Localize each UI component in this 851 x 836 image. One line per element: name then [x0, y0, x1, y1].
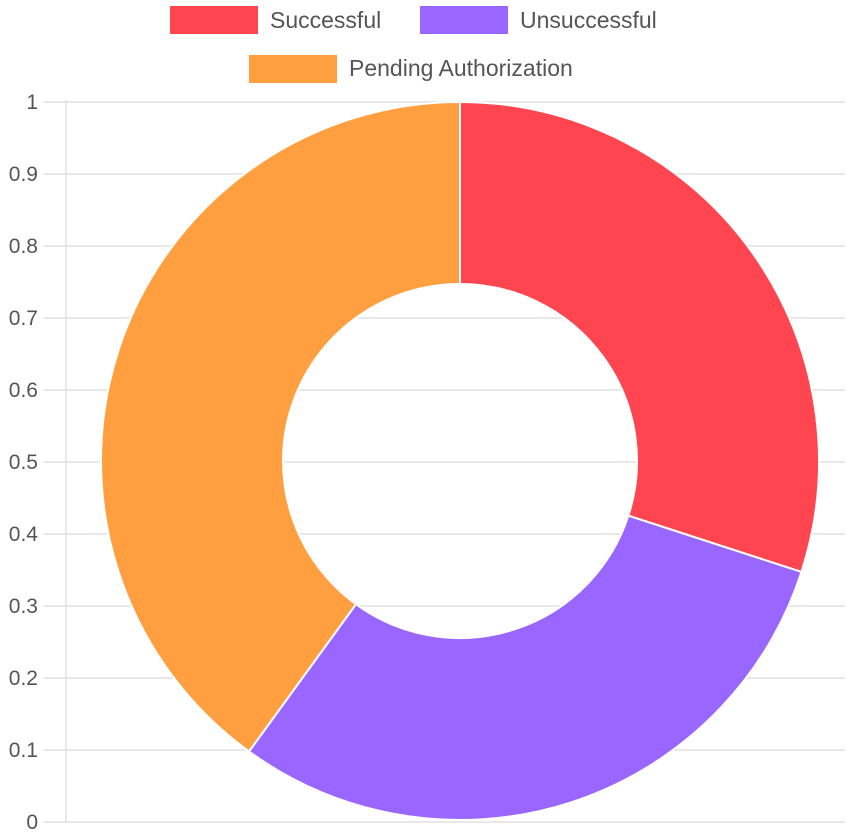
y-axis-ticks: 0 0.1 0.2 0.3 0.4 0.5 0.6 0.7 0.8 0.9 1: [9, 91, 39, 834]
y-tick-label: 0.4: [9, 523, 39, 546]
y-tick-label: 0.3: [9, 595, 38, 618]
legend-item-unsuccessful[interactable]: Unsuccessful: [420, 6, 657, 34]
legend-label: Unsuccessful: [520, 7, 657, 33]
slice-pending-authorization[interactable]: [100, 100, 461, 753]
legend[interactable]: Successful Unsuccessful Pending Authorizat…: [170, 6, 657, 83]
legend-label: Successful: [270, 7, 381, 33]
y-tick-label: 0.8: [9, 235, 38, 258]
slice-unsuccessful[interactable]: [247, 514, 803, 821]
y-tick-label: 0.1: [9, 739, 38, 762]
legend-item-successful[interactable]: Successful: [170, 6, 381, 34]
legend-swatch: [249, 55, 337, 83]
slice-successful[interactable]: [459, 100, 820, 574]
y-tick-label: 0: [26, 811, 38, 834]
y-tick-label: 0.7: [9, 307, 38, 330]
legend-swatch: [420, 6, 508, 34]
y-tick-label: 0.2: [9, 667, 38, 690]
legend-label: Pending Authorization: [349, 55, 573, 81]
legend-swatch: [170, 6, 258, 34]
y-tick-label: 0.6: [9, 379, 38, 402]
doughnut-slices: [100, 100, 820, 821]
y-tick-label: 1: [26, 91, 38, 114]
y-tick-label: 0.5: [9, 451, 38, 474]
legend-item-pending-authorization[interactable]: Pending Authorization: [249, 55, 573, 83]
y-tick-label: 0.9: [9, 163, 38, 186]
